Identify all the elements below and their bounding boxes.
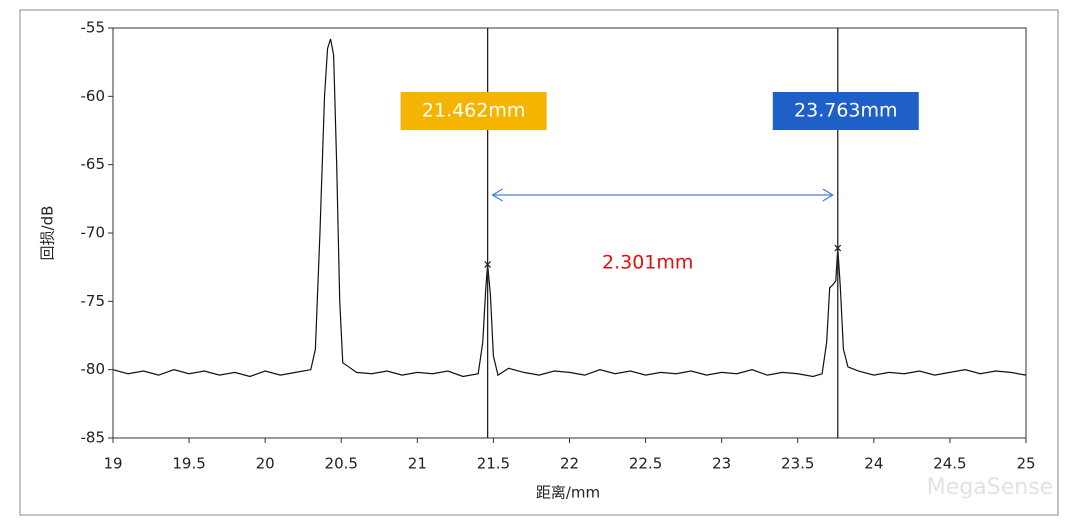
x-tick-label: 20.5 [325,455,358,473]
cursor-label: 21.462mm [422,100,526,122]
x-tick-label: 23.5 [781,455,814,473]
x-tick-label: 22.5 [629,455,662,473]
arrow-head [491,188,835,202]
x-tick-label: 23 [712,455,731,473]
x-tick-label: 24 [864,455,883,473]
x-tick-label: 22 [560,455,579,473]
x-tick-label: 24.5 [933,455,966,473]
cursor-label: 23.763mm [794,100,898,122]
y-axis-label: 回损/dB [39,206,57,261]
cursor-label-box [400,92,547,130]
y-tick-label: -75 [81,292,106,310]
cursor-label-box [772,92,919,130]
y-tick-label: -65 [81,155,106,173]
x-tick-label: 21 [408,455,427,473]
y-tick-label: -85 [81,429,106,447]
cursor-marker [834,244,842,252]
x-tick-label: 19.5 [172,455,205,473]
x-axis-label: 距离/mm [536,484,600,502]
x-tick-label: 19 [103,455,122,473]
delta-label: 2.301mm [602,252,693,274]
y-tick-label: -60 [81,87,106,105]
x-tick-label: 20 [256,455,275,473]
frame [19,9,1059,516]
y-tick-label: -80 [81,360,106,378]
data-line [112,38,1027,378]
x-tick-label: 21.5 [477,455,510,473]
y-tick-label: -70 [81,224,106,242]
cursor-marker [484,261,492,268]
x-tick-label: 25 [1016,455,1035,473]
y-tick-label: -55 [81,19,106,37]
watermark: MegaSense [927,475,1053,500]
